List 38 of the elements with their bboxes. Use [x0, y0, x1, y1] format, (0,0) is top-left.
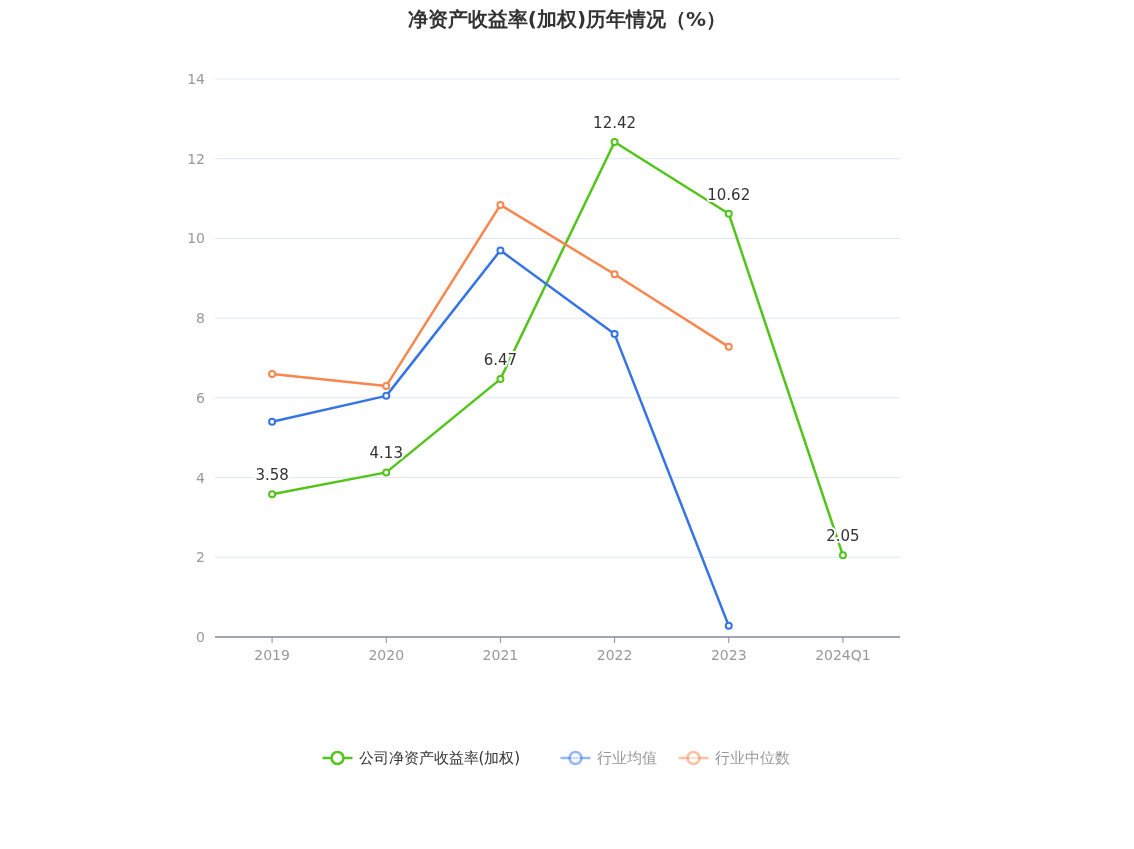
x-tick-label: 2019	[254, 647, 290, 663]
y-tick-label: 14	[187, 71, 206, 87]
point	[610, 330, 619, 339]
x-tick-label: 2023	[710, 647, 747, 663]
point	[268, 490, 277, 499]
point	[724, 209, 733, 218]
point	[724, 342, 733, 351]
y-tick-label: 8	[196, 310, 205, 327]
legend-label: 公司净资产收益率(加权)	[358, 749, 521, 767]
point	[382, 391, 391, 400]
point	[496, 246, 505, 255]
y-tick-label: 6	[196, 389, 206, 406]
data-label: 10.62	[707, 185, 751, 204]
x-tick-label: 2024Q1	[815, 647, 871, 663]
point	[610, 270, 619, 279]
x-tick-label: 2020	[368, 647, 405, 663]
x-tick-label: 2022	[596, 647, 633, 663]
point	[496, 375, 505, 384]
chart-title: 净资产收益率(加权)历年情况（%）	[407, 7, 727, 31]
legend-label: 行业中位数	[714, 749, 790, 767]
point	[496, 200, 505, 209]
point	[268, 369, 277, 378]
point	[610, 137, 619, 146]
y-tick-label: 12	[187, 150, 205, 167]
point	[838, 551, 847, 560]
legend-label: 行业均值	[596, 749, 657, 767]
point	[724, 621, 733, 630]
y-tick-label: 4	[196, 469, 206, 486]
y-tick-label: 10	[187, 230, 205, 247]
data-label: 4.13	[369, 444, 403, 463]
point	[382, 381, 391, 390]
point	[268, 417, 277, 426]
y-tick-label: 2	[196, 549, 205, 566]
data-label: 3.58	[255, 466, 289, 485]
data-label: 12.42	[593, 113, 637, 132]
x-tick-label: 2021	[482, 647, 519, 663]
point	[382, 468, 391, 477]
y-tick-label: 0	[196, 629, 205, 645]
